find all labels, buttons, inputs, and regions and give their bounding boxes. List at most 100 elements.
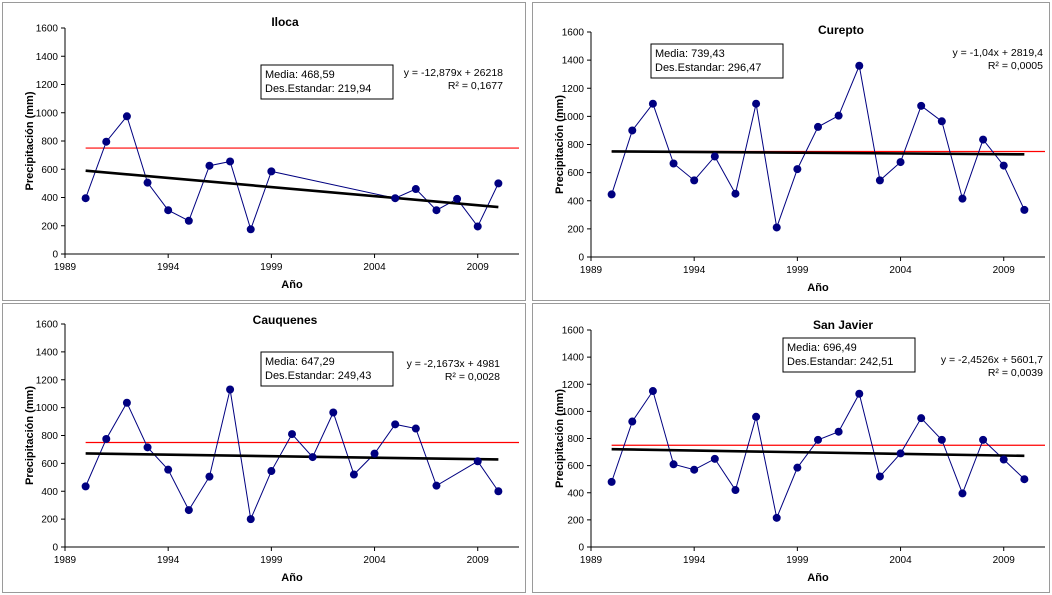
data-point <box>793 165 802 174</box>
data-point <box>411 424 420 433</box>
trend-line <box>611 447 1025 458</box>
stats-box <box>260 351 394 387</box>
data-point <box>184 506 193 515</box>
y-tick-label: 1400 <box>562 56 585 67</box>
y-tick-label: 1000 <box>36 403 59 414</box>
data-point <box>164 206 173 215</box>
y-axis-label: Precipitación (mm) <box>554 389 566 488</box>
data-point <box>184 216 193 225</box>
data-point <box>752 99 761 108</box>
data-point <box>1020 205 1029 214</box>
stats-box <box>260 64 394 100</box>
data-point <box>81 194 90 203</box>
trend-line <box>85 452 499 461</box>
chart-title: Cauquenes <box>253 313 318 327</box>
data-point <box>896 158 905 167</box>
y-tick-label: 1600 <box>36 320 59 331</box>
x-tick-label: 2004 <box>363 262 386 273</box>
data-point <box>875 472 884 481</box>
r-squared-label: R² = 0,0028 <box>445 371 500 383</box>
data-point <box>226 385 235 394</box>
data-point <box>855 389 864 398</box>
trend-equation: y = -1,04x + 2819,4 <box>953 47 1044 59</box>
trend-equation: y = -12,879x + 26218 <box>404 67 503 79</box>
chart-panel-curepto: 0 200 400 600 800 1000 1200 1400 1600 1989 1994 199… <box>532 2 1050 301</box>
data-point <box>917 101 926 110</box>
x-tick-label: 1999 <box>260 555 283 566</box>
y-tick-label: 400 <box>41 487 58 498</box>
y-tick-label: 0 <box>52 543 58 554</box>
trend-line <box>611 150 1025 156</box>
data-point <box>937 117 946 126</box>
data-point <box>896 449 905 458</box>
chart-cauquenes: 0 200 400 600 800 1000 1200 1400 1600 1989 1994 199… <box>24 313 519 584</box>
y-tick-label: 1200 <box>562 380 585 391</box>
chart-title: San Javier <box>813 318 873 332</box>
r-squared-label: R² = 0,1677 <box>448 80 503 92</box>
y-axis-label: Precipitación (mm) <box>24 386 36 485</box>
y-tick-label: 1400 <box>36 52 59 63</box>
data-point <box>731 486 740 495</box>
y-tick-label: 1200 <box>36 375 59 386</box>
data-point <box>669 460 678 469</box>
chart-panel-san-javier: 0 200 400 600 800 1000 1200 1400 1600 1989 1994 199… <box>532 303 1050 593</box>
data-point <box>432 481 441 490</box>
data-point <box>143 178 152 187</box>
y-tick-label: 1000 <box>562 112 585 123</box>
mean-stat-label: Media: 739,43 <box>655 48 725 60</box>
data-point <box>917 414 926 423</box>
y-tick-label: 200 <box>41 515 58 526</box>
data-point <box>958 194 967 203</box>
data-point <box>391 194 400 203</box>
x-tick-label: 1994 <box>683 555 706 566</box>
data-point <box>979 135 988 144</box>
data-point <box>607 190 616 199</box>
data-point <box>731 189 740 198</box>
x-axis-label: Año <box>807 572 829 584</box>
data-point <box>710 454 719 463</box>
data-point <box>648 387 657 396</box>
x-tick-label: 2009 <box>467 262 490 273</box>
x-tick-label: 1989 <box>580 555 603 566</box>
chart-san-javier: 0 200 400 600 800 1000 1200 1400 1600 1989 1994 199… <box>554 318 1045 584</box>
trend-line <box>85 169 499 209</box>
trend-equation: y = -2,4526x + 5601,7 <box>941 354 1043 366</box>
chart-iloca: 0 200 400 600 800 1000 1200 1400 1600 1989 1994 199… <box>24 15 519 291</box>
std-dev-stat-label: Des.Estandar: 249,43 <box>265 370 371 382</box>
stats-box <box>650 43 784 79</box>
y-tick-label: 600 <box>567 461 584 472</box>
series-line <box>611 63 1025 228</box>
x-axis-label: Año <box>281 572 303 584</box>
trend-equation: y = -2,1673x + 4981 <box>407 358 501 370</box>
data-point <box>164 465 173 474</box>
data-point <box>267 467 276 476</box>
data-point <box>669 159 678 168</box>
x-tick-label: 1989 <box>580 265 603 276</box>
data-point <box>473 222 482 231</box>
x-axis-label: Año <box>807 282 829 294</box>
data-point <box>979 435 988 444</box>
x-tick-label: 1994 <box>683 265 706 276</box>
y-tick-label: 0 <box>578 543 584 554</box>
data-point <box>246 225 255 234</box>
data-point <box>205 161 214 170</box>
data-point <box>772 223 781 232</box>
std-dev-stat-label: Des.Estandar: 296,47 <box>655 62 761 74</box>
data-point <box>814 435 822 444</box>
data-point <box>391 420 400 429</box>
data-point <box>205 472 214 481</box>
data-point <box>267 167 276 176</box>
x-tick-label: 2009 <box>467 555 490 566</box>
x-tick-label: 2004 <box>363 555 386 566</box>
data-point <box>690 465 699 474</box>
y-tick-label: 600 <box>41 459 58 470</box>
data-point <box>690 176 699 185</box>
x-tick-label: 1999 <box>786 265 809 276</box>
chart-curepto: 0 200 400 600 800 1000 1200 1400 1600 1989 1994 199… <box>554 23 1045 294</box>
y-tick-label: 0 <box>578 253 584 264</box>
y-tick-label: 1400 <box>36 347 59 358</box>
x-tick-label: 2009 <box>993 265 1016 276</box>
data-point <box>494 487 503 496</box>
y-tick-label: 1200 <box>562 84 585 95</box>
y-tick-label: 200 <box>567 515 584 526</box>
